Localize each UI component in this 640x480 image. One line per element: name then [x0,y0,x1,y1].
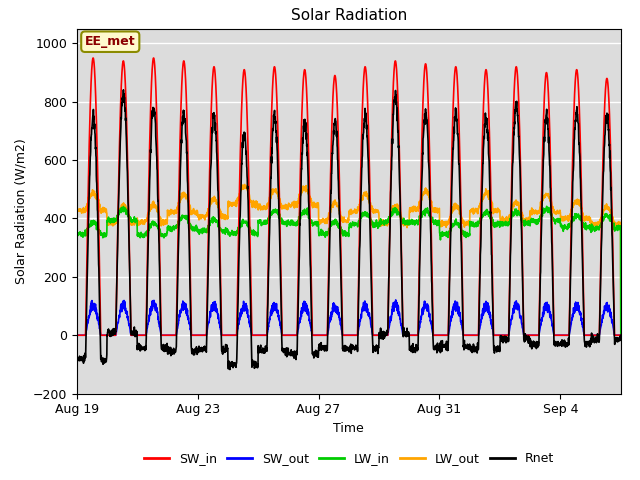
Rnet [194,349,202,355]
Rnet [547,205,555,211]
Rnet [226,367,234,372]
SW_out [125,322,133,328]
Rnet [126,271,134,277]
SW_out [270,307,278,312]
Line: SW_out: SW_out [77,300,621,335]
SW_in [126,265,134,271]
LW_in [159,231,166,237]
SW_out [193,332,201,338]
SW_in [547,165,554,170]
LW_out [193,208,201,214]
LW_out [547,198,554,204]
LW_out [159,219,166,225]
LW_in [73,234,81,240]
LW_out [241,181,248,187]
LW_in [366,215,374,220]
Rnet [271,108,278,113]
Rnet [120,87,127,93]
LW_in [270,210,278,216]
Y-axis label: Solar Radiation (W/m2): Solar Radiation (W/m2) [14,138,27,284]
SW_out [366,315,374,321]
LW_in [125,215,133,220]
LW_out [125,217,133,223]
LW_in [193,227,201,232]
LW_in [543,204,550,209]
Line: LW_in: LW_in [77,206,621,335]
Legend: SW_in, SW_out, LW_in, LW_out, Rnet: SW_in, SW_out, LW_in, LW_out, Rnet [139,447,559,470]
Line: Rnet: Rnet [77,90,621,370]
SW_out [617,332,625,338]
Rnet [617,332,625,338]
Text: EE_met: EE_met [85,35,136,48]
SW_out [392,297,399,303]
LW_out [366,201,374,207]
SW_in [617,332,625,338]
SW_in [194,332,202,338]
X-axis label: Time: Time [333,422,364,435]
LW_out [617,332,625,338]
Rnet [367,236,374,242]
SW_out [159,332,166,338]
SW_in [73,332,81,338]
SW_in [90,55,97,61]
LW_out [271,189,278,194]
LW_in [617,332,625,338]
Rnet [73,361,81,367]
Title: Solar Radiation: Solar Radiation [291,9,407,24]
SW_in [271,64,278,70]
LW_in [547,212,554,217]
LW_out [73,205,81,211]
Line: LW_out: LW_out [77,184,621,335]
SW_out [73,332,81,338]
SW_in [159,332,166,338]
Rnet [159,345,166,351]
SW_out [547,312,554,317]
SW_in [366,196,374,202]
Line: SW_in: SW_in [77,58,621,335]
